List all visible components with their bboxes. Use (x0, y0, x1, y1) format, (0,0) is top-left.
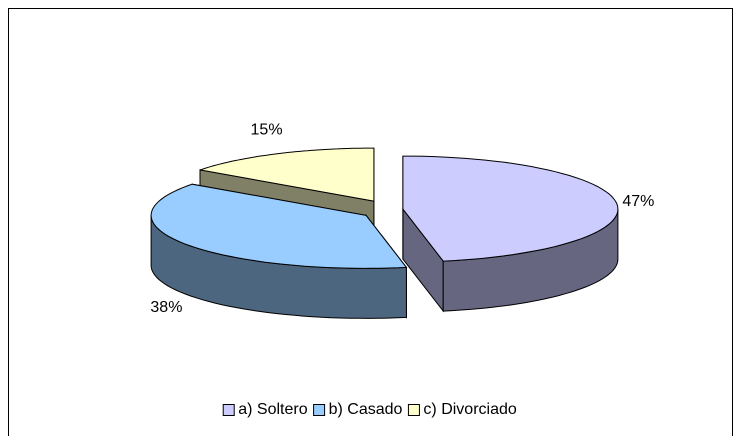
slice-top (402, 155, 619, 262)
data-label: 15% (251, 121, 283, 138)
legend-label: a) Soltero (238, 401, 307, 418)
legend-swatch (407, 404, 420, 416)
legend-swatch (222, 404, 235, 416)
slice (402, 155, 619, 313)
legend-label: b) Casado (329, 401, 403, 418)
slice (150, 183, 408, 319)
legend: a) Soltero b) Casado c) Divorciado (222, 401, 517, 418)
slice-top (150, 183, 408, 269)
data-label: 47% (622, 193, 654, 210)
data-label: 38% (150, 299, 182, 316)
slice-top (199, 147, 375, 202)
legend-label: c) Divorciado (423, 401, 516, 418)
legend-swatch (313, 404, 326, 416)
